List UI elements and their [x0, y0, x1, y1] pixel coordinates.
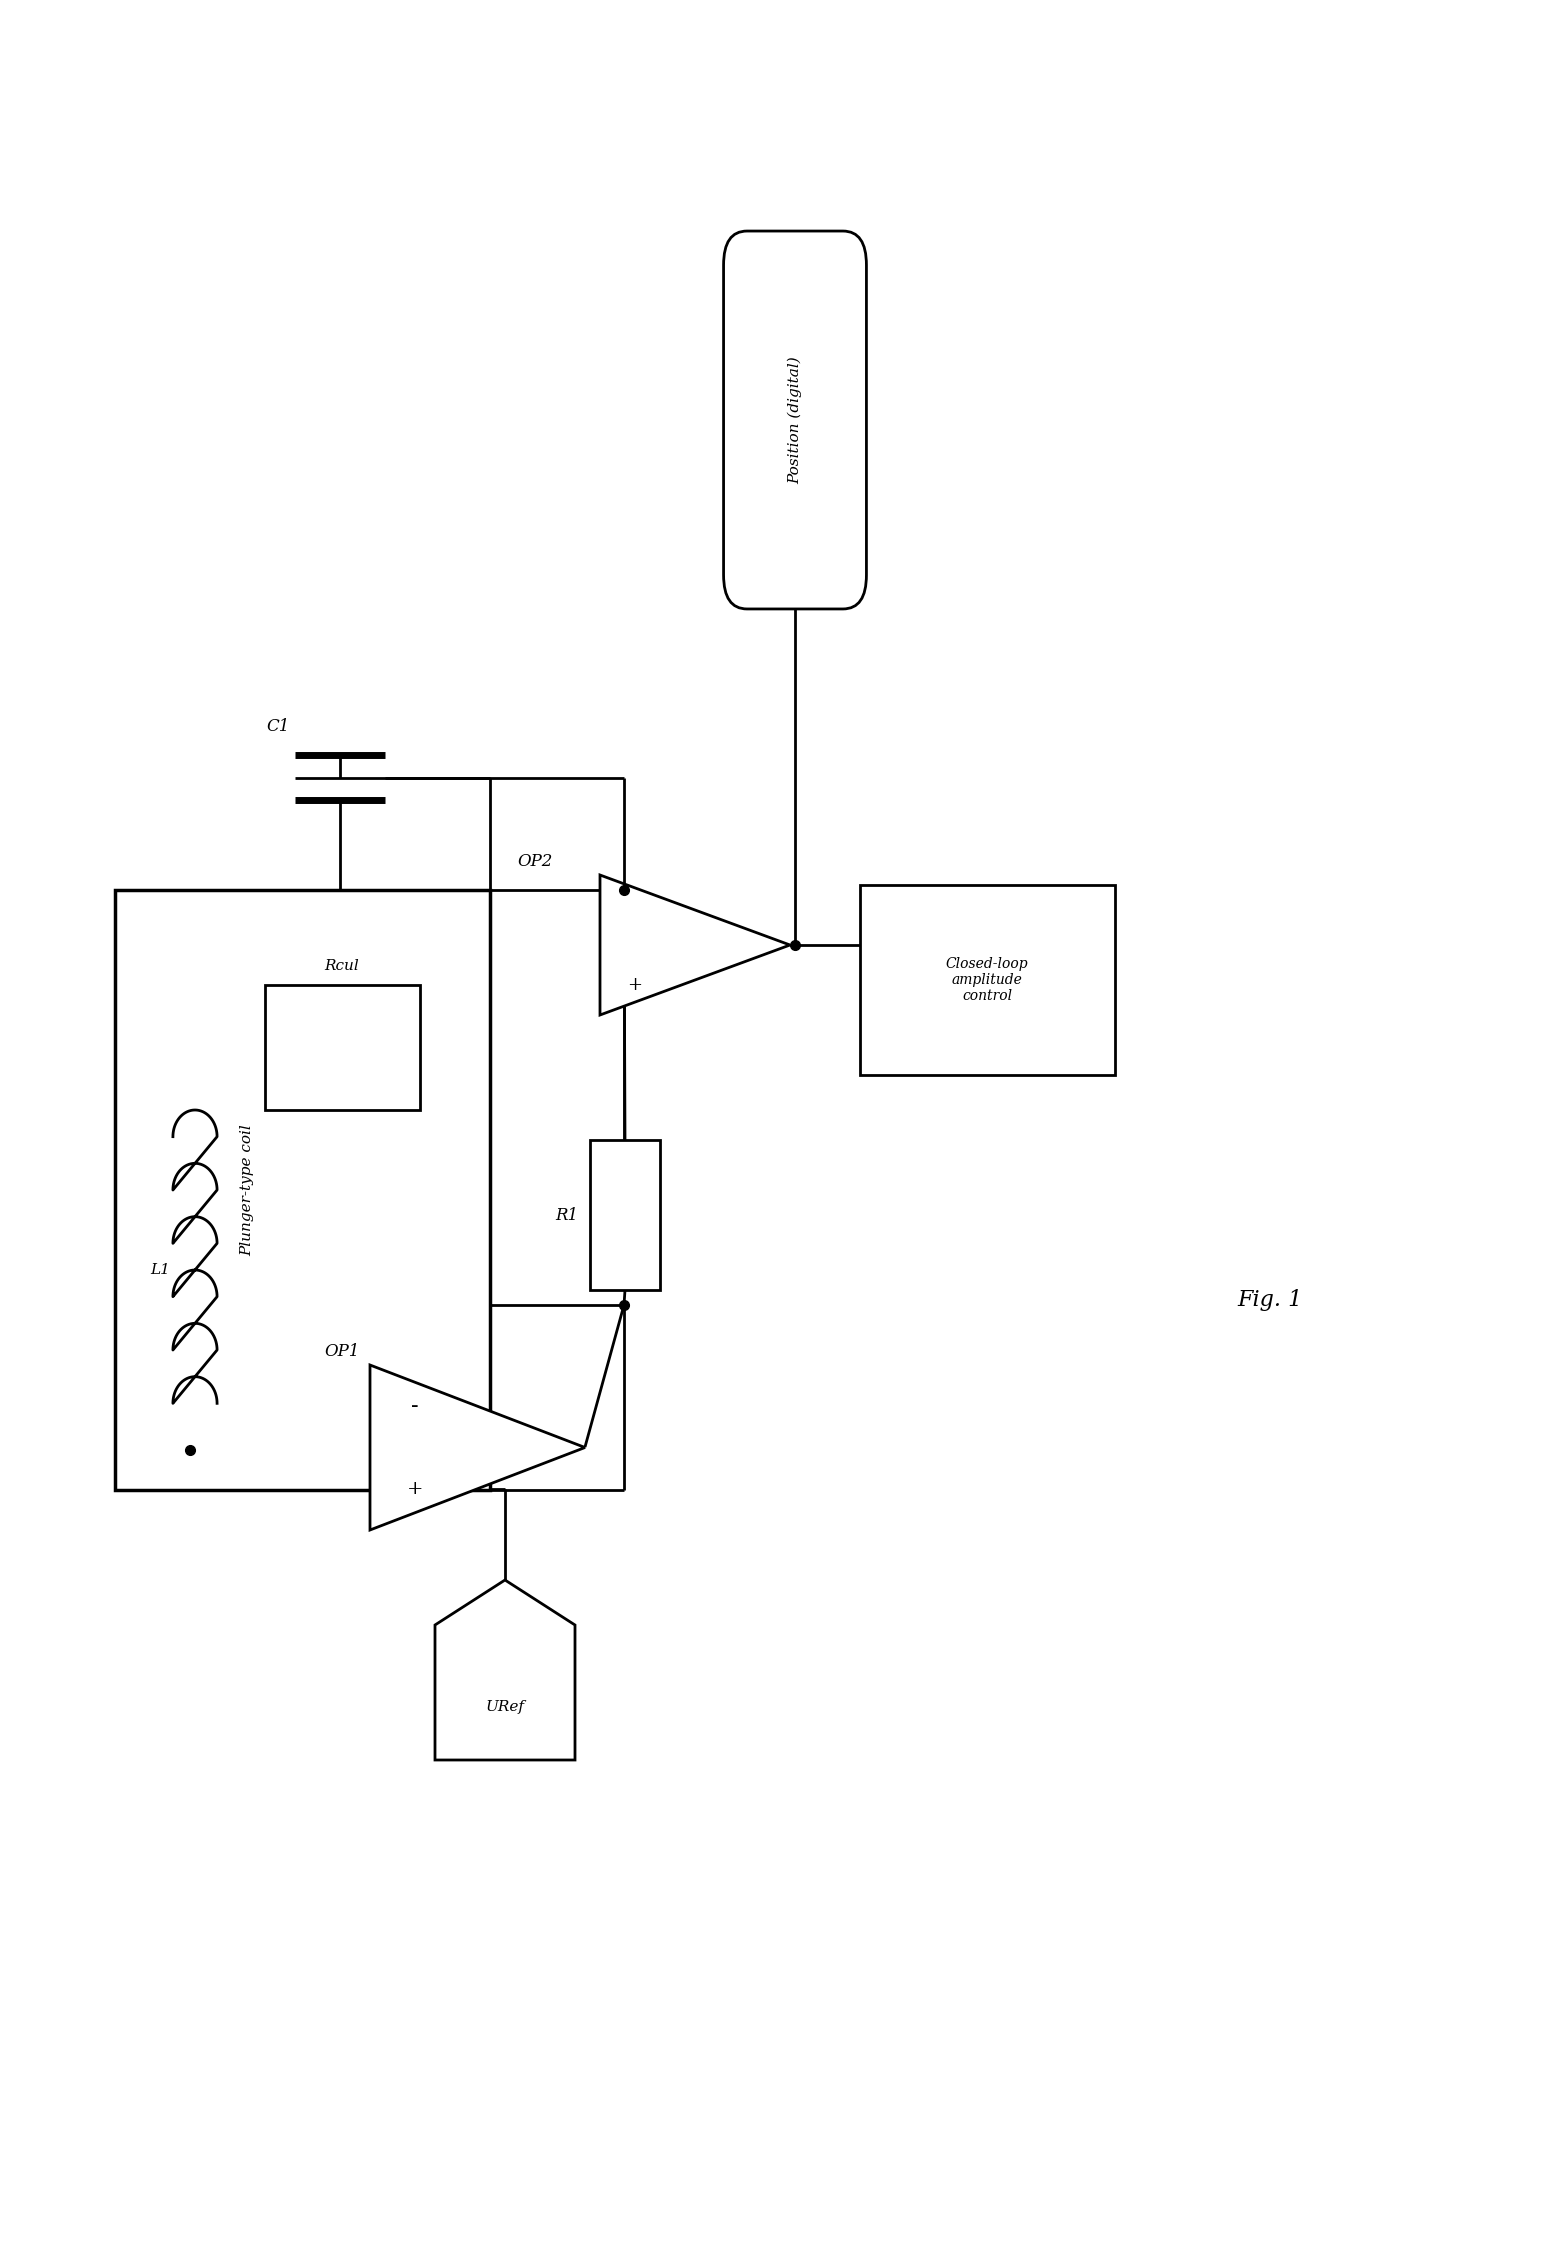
Text: L1: L1 [150, 1263, 170, 1277]
Text: URef: URef [486, 1700, 525, 1714]
Text: +: + [406, 1481, 423, 1499]
Text: -: - [411, 1395, 419, 1417]
Bar [266, 985, 420, 1109]
FancyBboxPatch shape [723, 231, 867, 609]
Text: Closed-loop
amplitude
control: Closed-loop amplitude control [945, 958, 1028, 1003]
Text: +: + [628, 976, 642, 994]
Text: R1: R1 [555, 1207, 578, 1223]
Text: Plunger-type coil: Plunger-type coil [241, 1125, 255, 1257]
Text: Rcul: Rcul [325, 960, 359, 974]
Bar [590, 1141, 661, 1290]
Polygon shape [370, 1365, 586, 1530]
Polygon shape [600, 874, 790, 1014]
Text: Fig. 1: Fig. 1 [1237, 1288, 1303, 1311]
Polygon shape [434, 1580, 575, 1759]
Text: OP1: OP1 [325, 1343, 359, 1361]
Bar [116, 890, 490, 1490]
Bar [861, 885, 1115, 1075]
Text: Position (digital): Position (digital) [787, 355, 803, 484]
Text: OP2: OP2 [517, 854, 553, 869]
Text: C1: C1 [267, 718, 291, 736]
